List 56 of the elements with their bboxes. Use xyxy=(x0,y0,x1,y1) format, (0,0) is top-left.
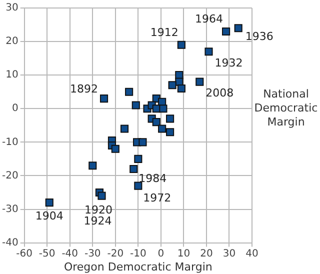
point xyxy=(134,154,142,163)
annotation: 1936 xyxy=(245,30,274,43)
point xyxy=(132,101,140,110)
annotation: 1964 xyxy=(195,12,224,26)
point xyxy=(88,162,97,170)
point xyxy=(234,24,242,32)
annotation: 1920 xyxy=(84,203,112,216)
annotation: 1932 xyxy=(214,56,243,70)
point xyxy=(98,192,106,200)
x-tick-label: -10 xyxy=(130,248,146,260)
x-tick-label: -50 xyxy=(38,248,56,260)
y-tick-label: 0 xyxy=(12,103,18,114)
y-tick-label: 30 xyxy=(6,2,18,14)
x-tick-label: -20 xyxy=(107,248,124,260)
point xyxy=(138,138,147,146)
point xyxy=(177,84,186,93)
y-tick-label: 20 xyxy=(6,36,18,48)
annotation: 1984 xyxy=(138,172,167,185)
y-tick-label: -20 xyxy=(2,170,18,182)
annotation: 2008 xyxy=(206,86,234,100)
point xyxy=(158,124,166,133)
point xyxy=(204,48,213,56)
x-tick-label: -30 xyxy=(84,248,101,260)
point xyxy=(111,144,120,153)
x-tick-label: 0 xyxy=(158,248,164,260)
point xyxy=(168,81,176,90)
point xyxy=(45,198,54,207)
x-tick-label: 20 xyxy=(200,248,213,260)
point xyxy=(152,118,160,126)
annotation: 1904 xyxy=(35,209,64,222)
y-tick-label: 10 xyxy=(6,70,18,81)
point xyxy=(125,88,134,96)
point xyxy=(222,27,230,36)
y-axis-title: National Democratic Margin xyxy=(254,87,318,128)
x-tick-label: -60 xyxy=(16,248,33,260)
point xyxy=(120,124,129,133)
y-tick-label: -10 xyxy=(2,136,18,148)
annotation: 1972 xyxy=(143,192,172,205)
point xyxy=(130,164,138,174)
point xyxy=(100,94,108,103)
x-tick-label: 10 xyxy=(177,248,190,260)
point xyxy=(134,182,142,190)
point xyxy=(166,128,174,136)
annotation: 1924 xyxy=(84,214,112,228)
x-axis-title: Oregon Democratic Margin xyxy=(64,260,212,274)
point xyxy=(159,104,168,113)
point xyxy=(177,40,186,49)
x-tick-label: -40 xyxy=(62,248,78,260)
x-tick-label: 30 xyxy=(222,248,236,260)
annotation: 1892 xyxy=(70,82,98,96)
point xyxy=(196,78,204,86)
point xyxy=(166,114,174,123)
x-tick-label: 40 xyxy=(246,248,258,260)
y-tick-label: -30 xyxy=(2,204,18,215)
annotation: 1912 xyxy=(150,26,178,39)
y-tick-label: -40 xyxy=(2,237,18,248)
